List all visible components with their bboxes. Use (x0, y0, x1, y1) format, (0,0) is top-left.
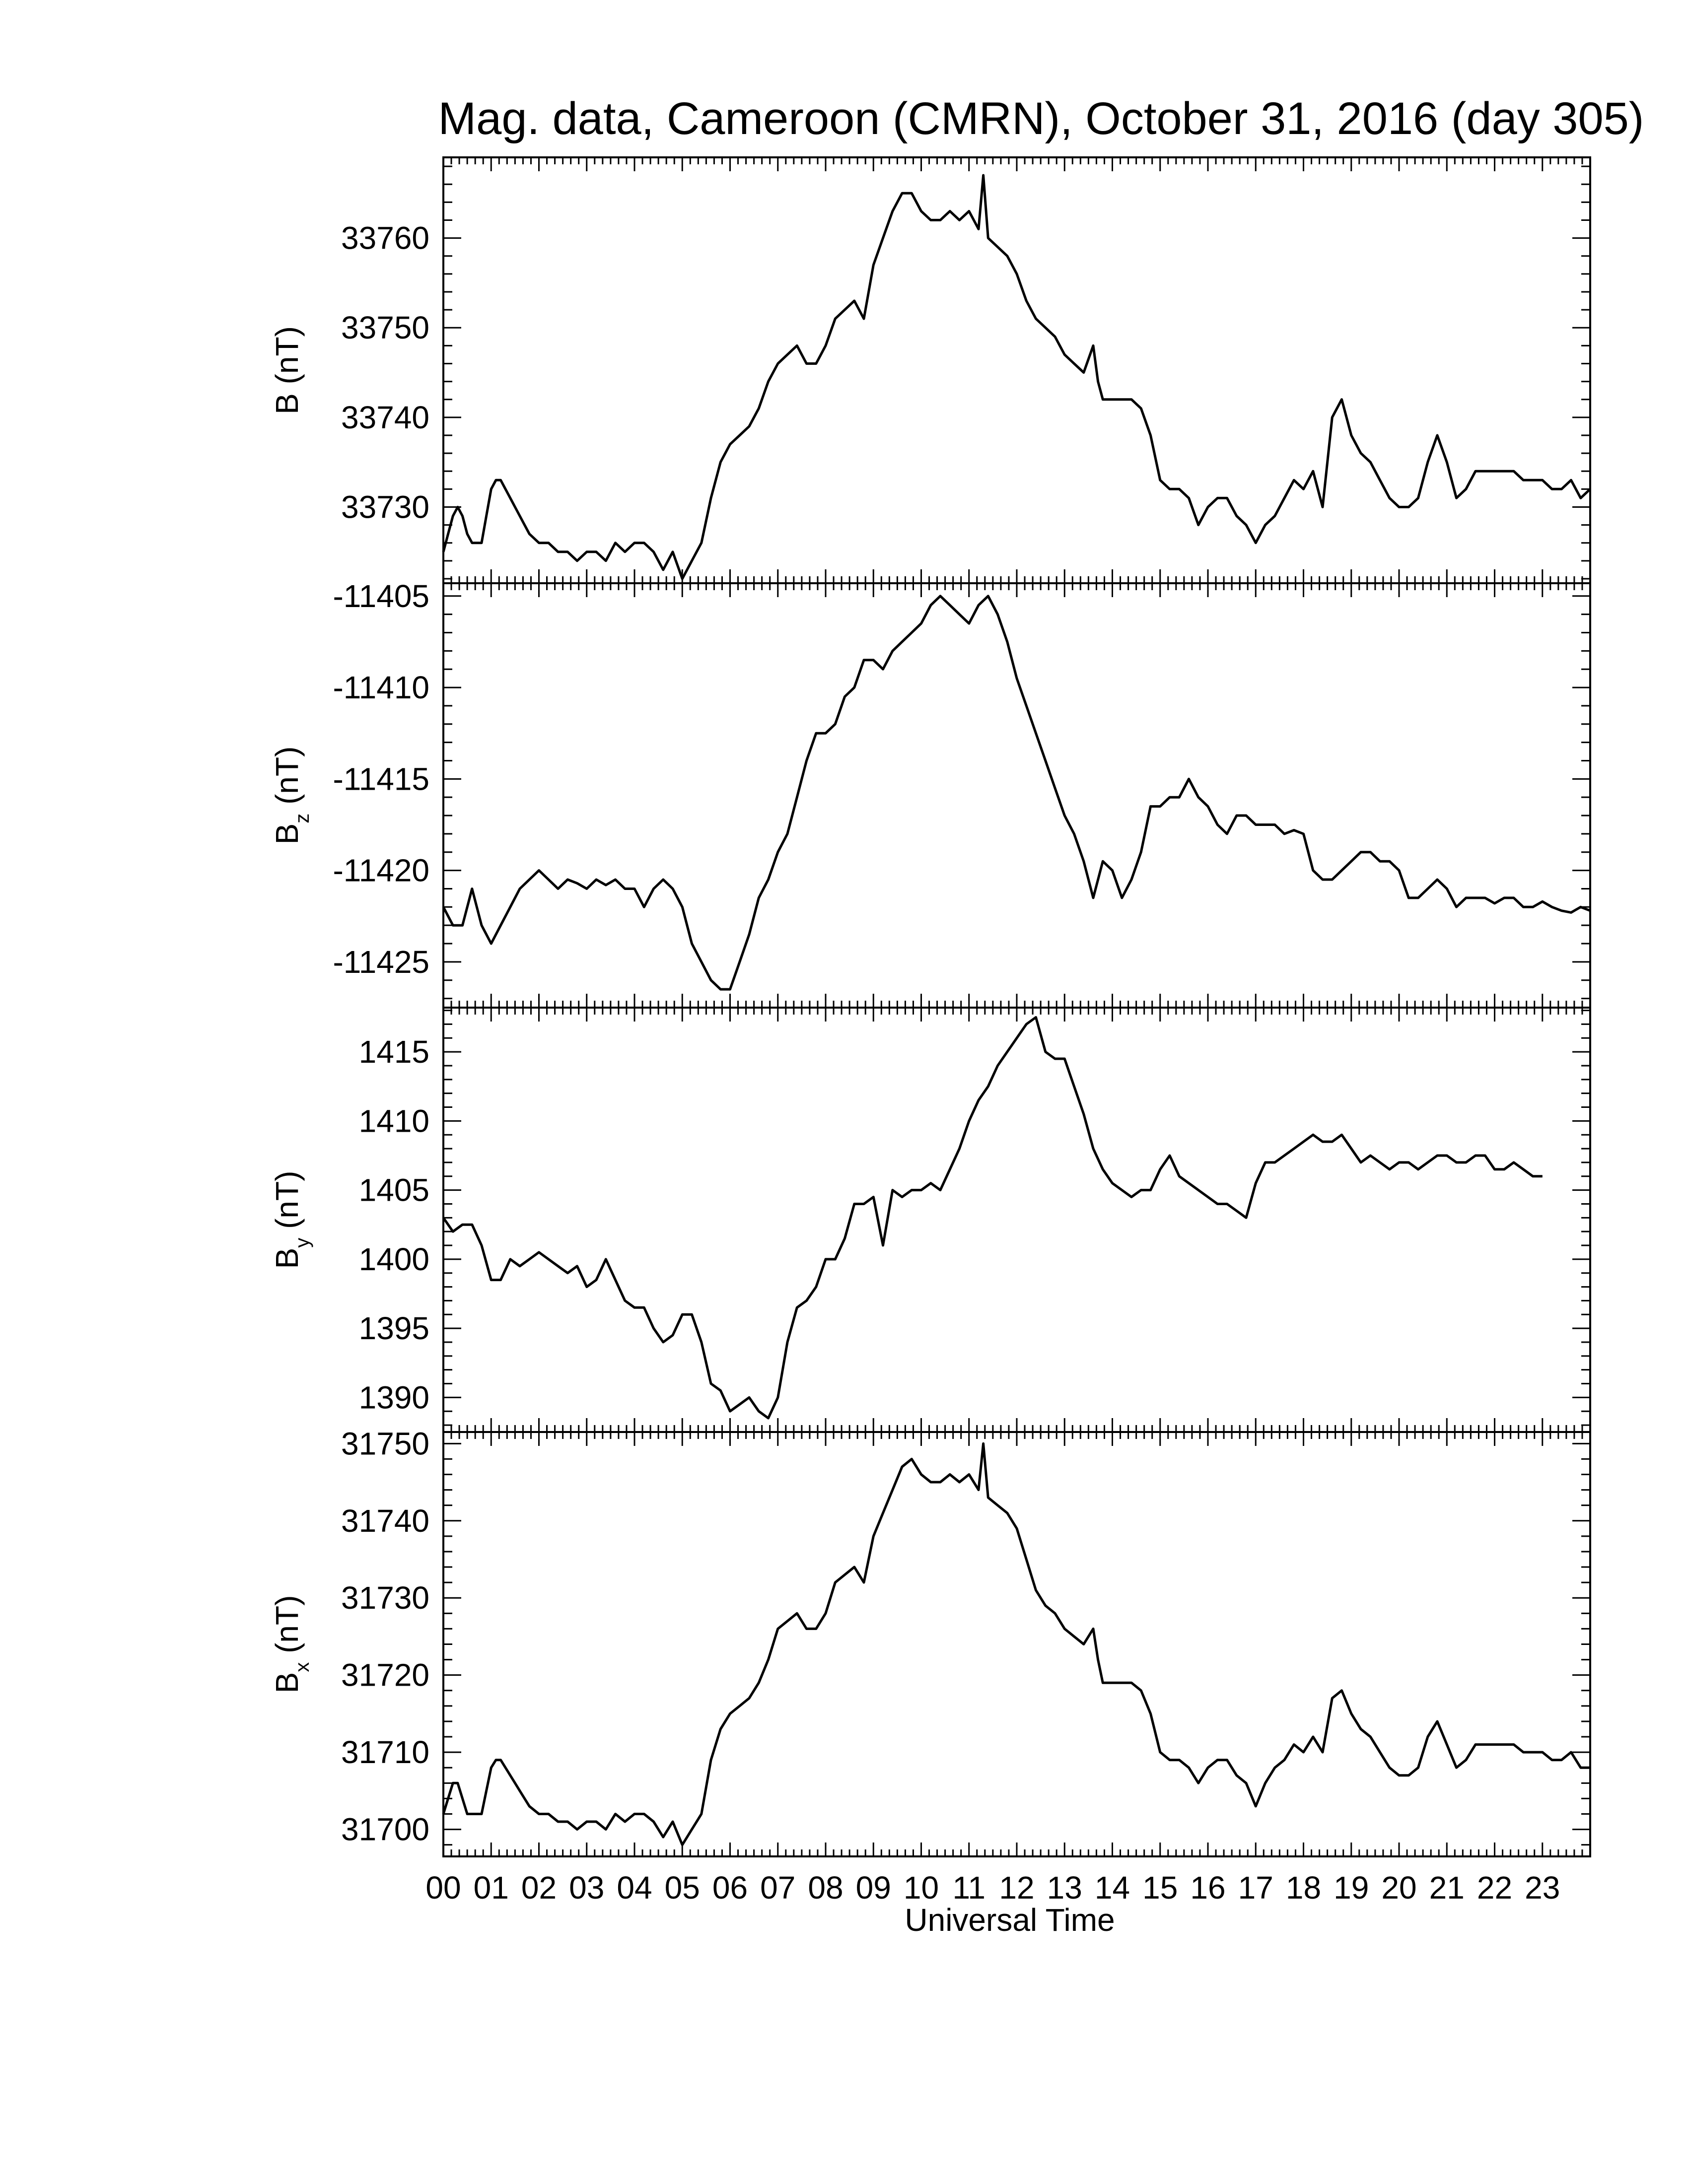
x-tick-label: 08 (808, 1870, 843, 1906)
x-tick-label: 21 (1429, 1870, 1465, 1906)
y-tick-label: 33740 (341, 400, 429, 435)
y-tick-label: 33730 (341, 489, 429, 525)
y-tick-label: -11405 (333, 578, 429, 614)
y-ticks (443, 165, 1590, 580)
x-ticks (442, 583, 1591, 1008)
series-line-Bx (442, 1442, 1590, 1846)
y-tick-label: 1410 (359, 1103, 429, 1139)
y-tick-label: -11425 (333, 944, 429, 980)
y-tick-label: 31740 (341, 1503, 429, 1539)
series-line-By (442, 1016, 1543, 1420)
y-tick-label: 31710 (341, 1734, 429, 1770)
y-axis-label-subscript: x (291, 1662, 313, 1672)
y-axis-label-unit: (nT) (269, 1171, 305, 1238)
y-tick-label: 1400 (359, 1241, 429, 1277)
x-tick-label: 00 (425, 1870, 461, 1906)
y-axis-label: B (nT) (269, 326, 305, 414)
y-tick-label: 1390 (359, 1379, 429, 1415)
x-tick-label: 01 (474, 1870, 509, 1906)
x-tick-label: 20 (1381, 1870, 1416, 1906)
x-axis-label: Universal Time (905, 1902, 1115, 1938)
x-tick-label: 18 (1286, 1870, 1321, 1906)
y-axis-label-main: B (269, 1672, 305, 1694)
x-tick-label: 11 (953, 1870, 985, 1906)
panel-By: 1390 1395 1400 1405 1410 1415 By (nT) (269, 1007, 1591, 1433)
series-line-Bz (442, 595, 1591, 991)
panel-Bx: 31700 31710 31720 31730 31740 31750 Bx (nT) (269, 1426, 1591, 1857)
y-axis-label-main: B (269, 823, 305, 845)
x-tick-label: 05 (665, 1870, 700, 1906)
y-tick-label: -11415 (333, 761, 429, 797)
x-tick-label: 17 (1238, 1870, 1273, 1906)
y-axis-label-main: B (269, 1248, 305, 1269)
y-axis-label: Bz (nT) (269, 747, 313, 845)
x-tick-label: 22 (1477, 1870, 1512, 1906)
panel-frame (442, 156, 1591, 584)
panel-frame (442, 1431, 1591, 1857)
x-tick-label: 19 (1334, 1870, 1369, 1906)
panel-Bz: -11425 -11420 -11415 -11410 -11405 Bz (nT) (269, 578, 1591, 1009)
y-axis-label-unit: (nT) (269, 1595, 305, 1662)
y-tick-label: 31750 (341, 1426, 429, 1461)
x-tick-label: 16 (1190, 1870, 1225, 1906)
panel-frame (442, 582, 1591, 1009)
x-tick-label: 07 (760, 1870, 795, 1906)
x-tick-label: 03 (569, 1870, 604, 1906)
y-tick-label: -11420 (333, 853, 429, 888)
y-axis-label-unit: (nT) (269, 326, 305, 393)
panel-frame (442, 1007, 1591, 1433)
y-tick-label: 31730 (341, 1580, 429, 1616)
x-tick-label: 15 (1142, 1870, 1178, 1906)
x-tick-label: 09 (856, 1870, 891, 1906)
y-ticks (443, 1442, 1590, 1846)
y-tick-label: 1415 (359, 1034, 429, 1070)
x-tick-label: 12 (999, 1870, 1034, 1906)
y-axis-label-unit: (nT) (269, 747, 305, 814)
x-tick-label: 02 (521, 1870, 557, 1906)
x-ticks (442, 1008, 1591, 1432)
y-tick-label: 31720 (341, 1657, 429, 1693)
y-tick-label: 33760 (341, 220, 429, 256)
x-tick-label: 04 (617, 1870, 652, 1906)
x-tick-label: 06 (712, 1870, 748, 1906)
x-tick-labels: 00 01 02 03 04 05 06 07 08 09 10 11 12 13 14 15 16 17 18 19… (425, 1870, 1560, 1906)
y-tick-label: -11410 (333, 670, 429, 705)
y-ticks (443, 595, 1590, 1000)
panel-B: 33730 33740 33750 33760 B (nT) (269, 156, 1591, 584)
y-axis-label-subscript: y (291, 1238, 313, 1248)
y-tick-label: 33750 (341, 310, 429, 345)
x-tick-label: 10 (904, 1870, 939, 1906)
y-axis-label-main: B (269, 393, 305, 414)
x-tick-label: 14 (1095, 1870, 1130, 1906)
x-ticks (442, 157, 1591, 583)
x-tick-label: 23 (1525, 1870, 1560, 1906)
y-tick-label: 1405 (359, 1172, 429, 1208)
y-axis-label-subscript: z (291, 814, 313, 823)
y-tick-label: 31700 (341, 1812, 429, 1847)
x-ticks (442, 1432, 1591, 1856)
y-axis-label: Bx (nT) (269, 1595, 313, 1694)
y-tick-label: 1395 (359, 1310, 429, 1346)
y-axis-label: By (nT) (269, 1171, 313, 1269)
y-ticks (443, 1010, 1590, 1426)
chart-title: Mag. data, Cameroon (CMRN), October 31, … (438, 93, 1644, 144)
x-tick-label: 13 (1047, 1870, 1082, 1906)
series-line-B (442, 174, 1591, 580)
